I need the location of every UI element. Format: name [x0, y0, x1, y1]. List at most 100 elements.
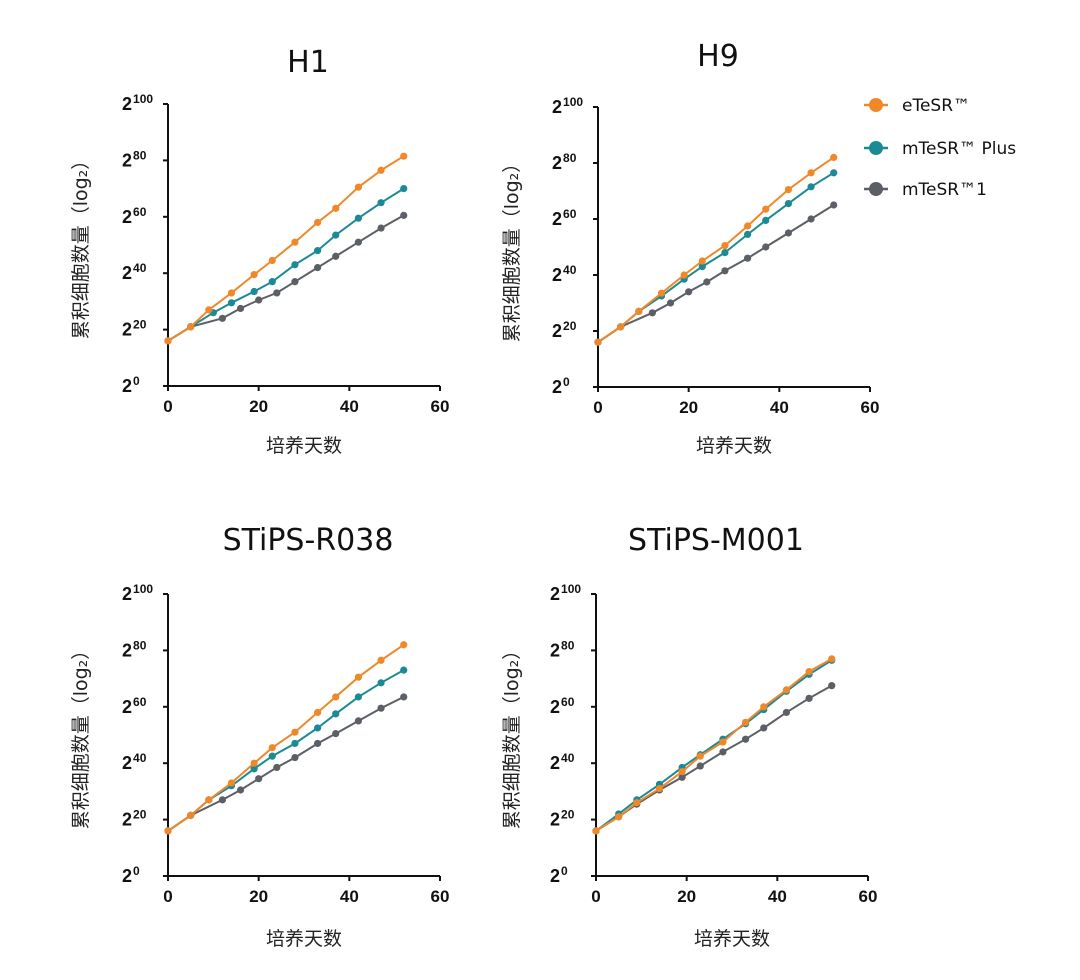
x-tick-label: 20 — [249, 887, 268, 906]
data-point — [782, 708, 791, 717]
data-point — [678, 768, 686, 776]
y-tick-exponent: 0 — [133, 864, 140, 878]
series-line — [597, 204, 835, 344]
y-axis-label: 累积细胞数量（log₂） — [70, 641, 92, 830]
data-point — [332, 204, 340, 212]
x-tick-label: 40 — [340, 887, 359, 906]
y-tick-label: 2100 — [122, 92, 153, 114]
y-tick-exponent: 0 — [133, 374, 140, 388]
series-line — [167, 155, 405, 342]
x-axis-label: 培养天数 — [696, 435, 772, 457]
series-line — [167, 643, 405, 832]
data-point — [268, 256, 276, 265]
data-point — [291, 238, 299, 246]
data-point — [784, 229, 793, 237]
data-point — [218, 796, 226, 804]
data-point — [164, 827, 172, 835]
data-point — [592, 827, 600, 835]
data-point — [332, 693, 340, 701]
data-point — [805, 694, 813, 702]
data-point — [784, 200, 793, 208]
x-tick-label: 60 — [861, 398, 880, 417]
y-tick-exponent: 80 — [563, 151, 577, 165]
y-tick-exponent: 40 — [563, 263, 577, 277]
data-point — [354, 214, 362, 222]
chart-title: H1 — [287, 45, 329, 80]
y-tick-exponent: 60 — [133, 695, 147, 709]
legend-label: mTeSR™1 — [902, 180, 987, 200]
data-point — [400, 641, 408, 649]
x-tick-label: 60 — [859, 887, 878, 906]
legend: eTeSR™ mTeSR™ Plus mTeSR™1 — [864, 96, 1016, 200]
x-tick-label: 40 — [768, 887, 787, 906]
data-point — [762, 205, 770, 213]
x-axis-label: 培养天数 — [694, 928, 770, 950]
data-point — [354, 673, 362, 681]
y-tick-label: 260 — [122, 695, 147, 717]
data-point — [744, 254, 752, 262]
series-line — [595, 658, 833, 832]
series-line — [167, 214, 405, 342]
x-tick-label: 0 — [593, 398, 602, 417]
y-tick-label: 280 — [122, 638, 147, 660]
data-point — [255, 296, 263, 304]
x-tick-label: 0 — [591, 887, 600, 906]
data-point — [187, 323, 195, 331]
chart-title: STiPS-M001 — [628, 523, 804, 558]
data-point — [400, 693, 408, 701]
data-point — [164, 337, 172, 345]
y-tick-exponent: 0 — [563, 375, 570, 389]
data-point — [291, 728, 299, 736]
legend-marker — [869, 141, 883, 155]
data-point — [807, 215, 815, 223]
data-point — [762, 216, 770, 224]
data-point — [400, 185, 408, 193]
data-point — [268, 744, 276, 752]
data-point — [354, 693, 362, 701]
data-point — [721, 267, 729, 275]
y-tick-exponent: 60 — [133, 205, 147, 219]
data-point — [742, 718, 750, 726]
data-point — [635, 307, 643, 315]
series-line — [167, 187, 405, 342]
data-point — [291, 739, 299, 748]
data-point — [314, 218, 322, 227]
y-tick-exponent: 0 — [561, 864, 568, 878]
data-point — [250, 287, 258, 296]
data-point — [314, 708, 322, 717]
data-point — [657, 289, 666, 297]
data-point — [828, 655, 836, 663]
y-tick-label: 20 — [552, 375, 570, 397]
chart-title: H9 — [697, 39, 739, 74]
data-point — [828, 682, 836, 690]
x-tick-label: 20 — [677, 887, 696, 906]
data-point — [400, 666, 408, 674]
y-tick-label: 220 — [122, 808, 147, 830]
data-point — [696, 752, 704, 760]
y-tick-exponent: 100 — [561, 582, 581, 596]
data-point — [354, 183, 362, 191]
data-point — [703, 278, 711, 286]
data-point — [273, 289, 281, 297]
data-point — [744, 230, 752, 238]
data-point — [666, 299, 675, 307]
data-point — [744, 222, 752, 230]
data-point — [354, 238, 362, 246]
data-point — [617, 323, 625, 331]
data-point — [807, 169, 815, 177]
series-line — [597, 156, 835, 344]
data-point — [655, 784, 664, 793]
data-point — [250, 759, 258, 767]
data-point — [377, 224, 385, 232]
data-point — [782, 686, 791, 694]
y-tick-label: 20 — [550, 864, 568, 886]
series-line — [595, 684, 833, 832]
data-point — [332, 231, 340, 239]
y-tick-label: 220 — [122, 318, 147, 340]
data-point — [332, 729, 340, 738]
y-tick-exponent: 20 — [133, 318, 147, 332]
data-point — [314, 724, 322, 732]
x-tick-label: 20 — [679, 398, 698, 417]
